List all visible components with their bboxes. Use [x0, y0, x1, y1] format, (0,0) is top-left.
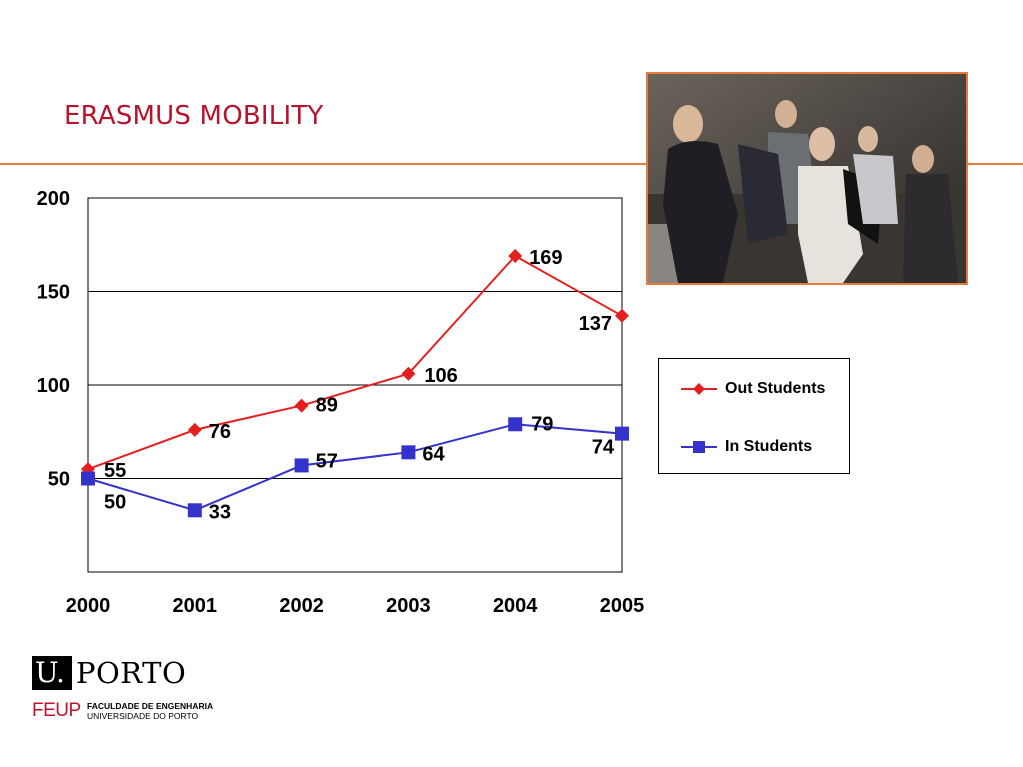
data-label-in-2000: 50 [104, 492, 126, 514]
data-label-out-2000: 55 [104, 460, 126, 482]
point-in-2003 [401, 445, 416, 460]
x-tick-label-2005: 2005 [600, 595, 645, 617]
logo-porto-text: PORTO [76, 656, 187, 690]
logo-faculty: FACULDADE DE ENGENHARIA UNIVERSIDADE DO … [87, 701, 213, 721]
chart-legend: Out Students In Students [658, 358, 850, 474]
point-in-2002 [294, 458, 309, 473]
series-line-out [87, 254, 623, 471]
legend-marker-out-diamond-icon [681, 383, 717, 395]
x-tick-label-2000: 2000 [66, 595, 111, 617]
x-tick-label-2004: 2004 [493, 595, 538, 617]
data-label-out-2002: 89 [316, 395, 338, 417]
x-tick-label-2003: 2003 [386, 595, 431, 617]
logo-faculty-line2: UNIVERSIDADE DO PORTO [87, 711, 199, 721]
point-in-2005 [615, 426, 629, 441]
series-line-in [87, 423, 623, 512]
header-divider [0, 163, 1023, 165]
point-in-2001 [187, 503, 202, 518]
data-label-out-2004: 169 [529, 247, 562, 269]
legend-entry-out: Out Students [681, 379, 825, 399]
point-out-2002 [294, 398, 309, 413]
y-tick-label-100: 100 [37, 375, 70, 397]
legend-entry-in: In Students [681, 437, 812, 457]
point-in-2000 [81, 471, 95, 486]
data-label-in-2005: 74 [592, 437, 615, 459]
logo-feup: FEUP [32, 700, 81, 721]
legend-label-out: Out Students [725, 380, 826, 397]
data-label-out-2005: 137 [579, 313, 612, 335]
legend-label-in: In Students [725, 438, 813, 455]
x-tick-label-2001: 2001 [173, 595, 218, 617]
data-label-out-2001: 76 [209, 421, 231, 443]
x-tick-label-2002: 2002 [279, 595, 324, 617]
y-tick-label-150: 150 [37, 282, 70, 304]
slide-title: ERASMUS MOBILITY [64, 101, 324, 131]
point-out-2001 [187, 422, 202, 437]
data-label-out-2003: 106 [424, 365, 457, 387]
point-out-2003 [401, 366, 416, 381]
point-out-2005 [615, 308, 629, 323]
data-label-in-2004: 79 [531, 413, 553, 435]
data-label-in-2002: 57 [316, 450, 338, 472]
y-tick-label-200: 200 [37, 188, 70, 210]
logo-faculty-line1: FACULDADE DE ENGENHARIA [87, 701, 214, 711]
legend-marker-in-square-icon [681, 441, 717, 453]
students-photo [646, 72, 968, 285]
data-label-in-2001: 33 [209, 501, 231, 523]
data-label-in-2003: 64 [422, 443, 445, 465]
logo-u-mark: U. [32, 656, 72, 690]
y-tick-label-50: 50 [48, 469, 70, 491]
students-photo-image [648, 74, 966, 283]
point-out-2004 [508, 248, 523, 263]
point-in-2004 [508, 417, 523, 432]
